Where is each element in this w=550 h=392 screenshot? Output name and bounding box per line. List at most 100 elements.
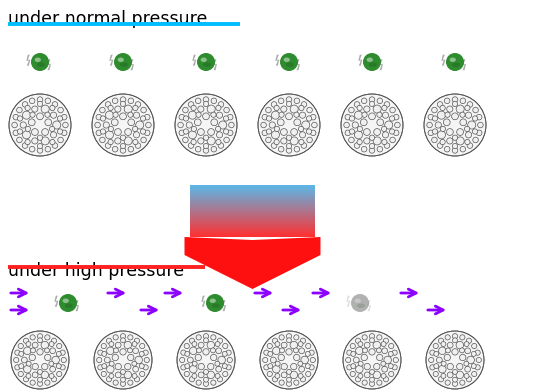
Circle shape bbox=[218, 143, 224, 148]
Text: under normal pressure: under normal pressure bbox=[8, 10, 207, 28]
Circle shape bbox=[188, 102, 194, 107]
Circle shape bbox=[94, 331, 152, 389]
Circle shape bbox=[290, 371, 298, 379]
Circle shape bbox=[354, 111, 362, 119]
Circle shape bbox=[107, 365, 114, 373]
Circle shape bbox=[434, 364, 439, 368]
Circle shape bbox=[30, 335, 35, 340]
Circle shape bbox=[207, 341, 215, 349]
Circle shape bbox=[467, 102, 473, 107]
Circle shape bbox=[345, 130, 350, 136]
Circle shape bbox=[120, 148, 126, 153]
Circle shape bbox=[98, 350, 103, 355]
Circle shape bbox=[223, 371, 228, 377]
Circle shape bbox=[364, 363, 370, 370]
Circle shape bbox=[370, 377, 375, 382]
Circle shape bbox=[62, 114, 67, 120]
Circle shape bbox=[116, 372, 121, 378]
Circle shape bbox=[120, 334, 125, 339]
Circle shape bbox=[226, 350, 231, 355]
Circle shape bbox=[357, 140, 362, 145]
Circle shape bbox=[196, 112, 201, 117]
Circle shape bbox=[128, 348, 133, 353]
Circle shape bbox=[287, 338, 292, 343]
Circle shape bbox=[354, 102, 360, 107]
Circle shape bbox=[56, 352, 61, 356]
Circle shape bbox=[459, 348, 464, 353]
Ellipse shape bbox=[357, 303, 365, 308]
Circle shape bbox=[447, 129, 453, 135]
Circle shape bbox=[364, 138, 370, 144]
Circle shape bbox=[224, 107, 229, 113]
Circle shape bbox=[428, 114, 433, 120]
Circle shape bbox=[227, 114, 233, 120]
Circle shape bbox=[177, 331, 235, 389]
Circle shape bbox=[363, 53, 381, 71]
Circle shape bbox=[216, 348, 222, 354]
Circle shape bbox=[437, 131, 446, 139]
Circle shape bbox=[132, 361, 137, 366]
Circle shape bbox=[37, 369, 42, 374]
Circle shape bbox=[373, 137, 381, 145]
Circle shape bbox=[437, 111, 446, 119]
Circle shape bbox=[96, 114, 102, 120]
Circle shape bbox=[465, 348, 471, 354]
Circle shape bbox=[441, 374, 446, 378]
Circle shape bbox=[128, 380, 133, 385]
Circle shape bbox=[361, 354, 367, 361]
Circle shape bbox=[471, 352, 476, 356]
Circle shape bbox=[124, 341, 131, 349]
Circle shape bbox=[60, 365, 65, 370]
Circle shape bbox=[56, 364, 61, 368]
Circle shape bbox=[113, 380, 118, 385]
Circle shape bbox=[37, 338, 42, 343]
Circle shape bbox=[307, 137, 312, 143]
Circle shape bbox=[41, 137, 49, 145]
Circle shape bbox=[124, 105, 132, 113]
Circle shape bbox=[183, 107, 188, 113]
Circle shape bbox=[125, 129, 131, 135]
Circle shape bbox=[287, 334, 292, 339]
Circle shape bbox=[294, 112, 299, 117]
Circle shape bbox=[377, 380, 382, 385]
Circle shape bbox=[32, 372, 38, 378]
Circle shape bbox=[25, 140, 30, 145]
Circle shape bbox=[215, 374, 220, 378]
Circle shape bbox=[32, 342, 38, 348]
Circle shape bbox=[133, 348, 139, 354]
Circle shape bbox=[389, 343, 394, 348]
Circle shape bbox=[473, 107, 478, 113]
Circle shape bbox=[358, 374, 363, 378]
Circle shape bbox=[190, 347, 197, 355]
Ellipse shape bbox=[35, 58, 41, 62]
Circle shape bbox=[196, 348, 201, 353]
Circle shape bbox=[390, 107, 395, 113]
Circle shape bbox=[195, 98, 201, 103]
Circle shape bbox=[145, 114, 150, 120]
Circle shape bbox=[37, 349, 43, 355]
Circle shape bbox=[135, 102, 141, 107]
Circle shape bbox=[45, 348, 50, 353]
Circle shape bbox=[286, 148, 292, 153]
Circle shape bbox=[382, 140, 387, 145]
Circle shape bbox=[362, 380, 367, 385]
Circle shape bbox=[179, 114, 185, 120]
Circle shape bbox=[460, 98, 466, 103]
Circle shape bbox=[204, 377, 208, 382]
Circle shape bbox=[280, 106, 287, 112]
Circle shape bbox=[18, 371, 23, 377]
Circle shape bbox=[427, 122, 432, 128]
Circle shape bbox=[92, 94, 154, 156]
Circle shape bbox=[132, 341, 137, 347]
Circle shape bbox=[145, 130, 150, 136]
Circle shape bbox=[218, 356, 226, 364]
Circle shape bbox=[31, 53, 49, 71]
Circle shape bbox=[472, 371, 477, 377]
Circle shape bbox=[357, 105, 362, 111]
Circle shape bbox=[143, 350, 148, 355]
Circle shape bbox=[393, 130, 399, 136]
Circle shape bbox=[134, 377, 140, 382]
Circle shape bbox=[272, 338, 278, 343]
Circle shape bbox=[191, 105, 196, 111]
Circle shape bbox=[444, 146, 450, 152]
